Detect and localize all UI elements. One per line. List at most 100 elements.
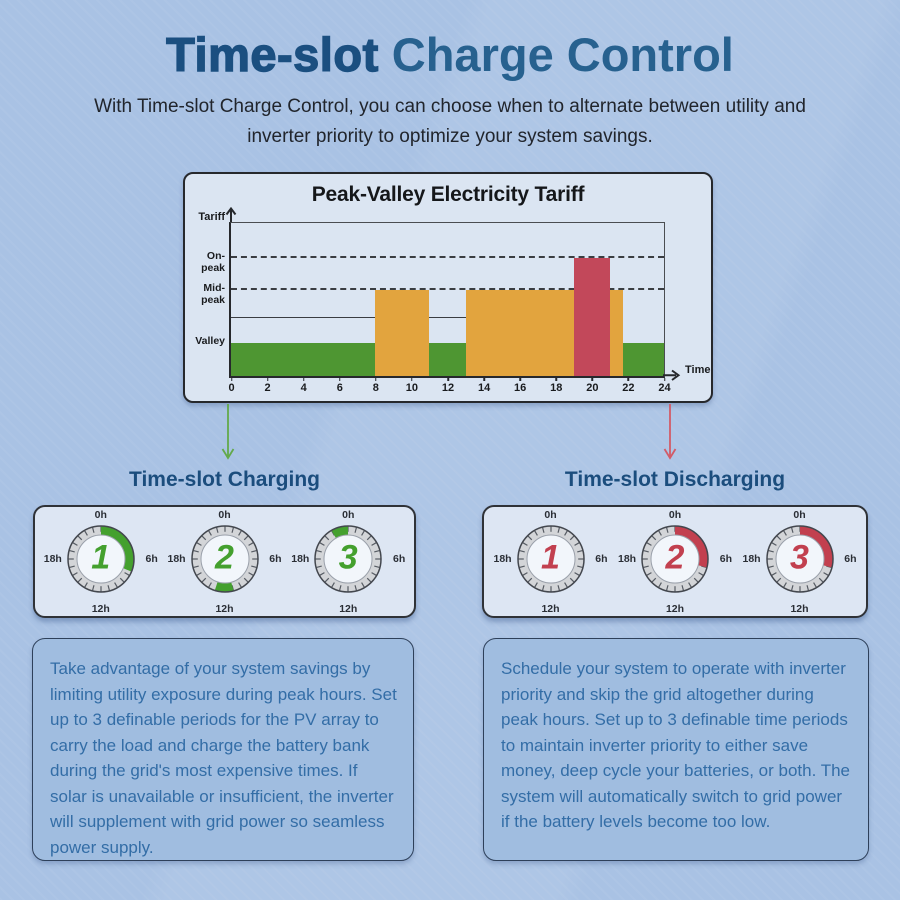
charging-header: Time-slot Charging [129, 468, 320, 491]
tariff-bar-valley [231, 342, 376, 376]
discharging-clock-number-3: 3 [790, 538, 809, 577]
x-tick-mark [411, 377, 413, 381]
clock-label-18h: 18h [742, 552, 761, 565]
clock-period-arc [674, 525, 708, 568]
x-tick-mark [447, 377, 449, 381]
clock-label-0h: 0h [342, 508, 355, 521]
page-title-emphasis: Time-slot [165, 28, 379, 81]
discharging-header: Time-slot Discharging [564, 468, 786, 491]
page-title-rest: Charge Control [378, 28, 734, 81]
clock-period-arc [331, 525, 349, 538]
clock-label-18h: 18h [43, 552, 62, 565]
clock-period-arc [214, 581, 234, 592]
charging-clock-number-1: 1 [91, 538, 111, 577]
clock-label-6h: 6h [392, 552, 406, 565]
y-axis-arrow-icon [225, 207, 236, 222]
discharging-clock-number-1: 1 [541, 538, 560, 577]
clock-label-0h: 0h [94, 508, 107, 521]
tariff-bar-on-peak [573, 258, 610, 376]
clock-label-0h: 0h [668, 508, 682, 521]
x-tick-label: 8 [372, 381, 379, 394]
x-tick-mark [591, 377, 594, 381]
clock-label-6h: 6h [269, 552, 282, 565]
charging-clock-number-2: 2 [215, 538, 234, 577]
discharging-clock-number-2: 2 [665, 538, 685, 577]
x-tick-label: 20 [586, 381, 599, 394]
discharging-clock-1: 1 0h 6h 12h 18h [493, 509, 609, 615]
y-level-label-on-peak: On-peak [201, 250, 225, 275]
clock-dial [765, 524, 834, 593]
x-tick-mark [302, 377, 305, 381]
clock-label-18h: 18h [618, 552, 637, 565]
x-tick-mark [519, 377, 521, 381]
charging-clock-2: 2 0h 6h 12h 18h [167, 508, 283, 615]
clock-label-18h: 18h [167, 552, 186, 565]
x-tick-mark [266, 377, 269, 381]
x-tick-label: 6 [336, 381, 343, 394]
charging-arrow-icon [221, 404, 235, 460]
clock-label-6h: 6h [719, 552, 732, 565]
x-tick-mark [339, 377, 341, 381]
page-subtitle: With Time-slot Charge Control, you can c… [94, 96, 806, 148]
x-tick-label: 14 [477, 381, 491, 394]
clock-label-12h: 12h [339, 602, 358, 615]
x-tick-mark [663, 377, 666, 381]
x-tick-mark [375, 377, 377, 381]
clock-dial [314, 524, 382, 593]
x-tick-label: 10 [405, 381, 419, 394]
charging-description-box: Take advantage of your system savings by… [32, 638, 414, 861]
clock-period-arc [799, 525, 833, 568]
x-tick-mark [627, 377, 630, 381]
x-tick-label: 4 [300, 381, 307, 394]
x-tick-label: 16 [514, 381, 527, 394]
x-tick-label: 22 [622, 381, 635, 394]
clock-label-12h: 12h [665, 602, 685, 615]
gridline-mid-peak [231, 287, 664, 290]
x-tick-label: 0 [228, 381, 235, 394]
gridline-on-peak [231, 256, 664, 259]
clock-label-18h: 18h [493, 552, 512, 565]
x-axis-arrow-icon [663, 369, 681, 381]
reference-line [231, 316, 466, 319]
clock-dial [516, 524, 585, 593]
chart-title: Peak-Valley Electricity Tariff [311, 183, 585, 206]
discharging-clocks-panel: 1 0h 6h 12h 18h 2 0h 6h 12h 18h 3 0h 6h 12h 18h [482, 505, 868, 618]
tariff-bar-mid-peak [609, 289, 623, 376]
x-tick-label: 18 [550, 381, 563, 394]
clock-label-12h: 12h [215, 602, 234, 615]
page-header: Time-slot Charge Control With Time-slot … [0, 28, 900, 152]
clock-label-12h: 12h [790, 602, 809, 615]
y-level-labels: On-peak Mid-peak Valley [185, 222, 225, 375]
tariff-bar-mid-peak [465, 289, 574, 376]
tariff-plot-area [229, 222, 665, 378]
x-tick-mark [555, 377, 557, 381]
clock-dial [67, 524, 135, 593]
discharging-description-text: Schedule your system to operate with inv… [501, 659, 851, 831]
discharging-clock-3: 3 0h 6h 12h 18h [742, 508, 858, 615]
discharging-clock-2: 2 0h 6h 12h 18h [617, 508, 733, 615]
discharging-arrow-icon [663, 404, 677, 460]
y-level-label-mid-peak: Mid-peak [201, 281, 225, 306]
charging-clock-number-3: 3 [338, 538, 358, 577]
chart-x-axis-label: Time [685, 364, 711, 376]
charging-clock-1: 1 0h 6h 12h 18h [43, 508, 159, 615]
chart-y-axis-label: Tariff [198, 211, 225, 223]
charging-clocks-panel: 1 0h 6h 12h 18h 2 0h 6h 12h 18h 3 0h 6h 12h 18h [33, 505, 416, 618]
clock-label-12h: 12h [91, 602, 110, 615]
discharging-description-box: Schedule your system to operate with inv… [483, 638, 869, 861]
tariff-bar-valley [622, 342, 664, 376]
clock-label-18h: 18h [291, 552, 310, 565]
clock-label-6h: 6h [595, 552, 608, 565]
x-tick-label: 24 [658, 381, 671, 394]
clock-label-0h: 0h [793, 508, 806, 521]
charging-clock-3: 3 0h 6h 12h 18h [290, 508, 406, 615]
tariff-bar-mid-peak [375, 289, 430, 376]
y-level-label-valley: Valley [195, 334, 225, 347]
clock-dial [641, 524, 709, 593]
x-tick-mark [230, 377, 233, 381]
x-axis-ticks: 0 2 4 6 8 10 12 14 16 18 20 22 24 [228, 377, 671, 396]
clock-label-0h: 0h [218, 508, 231, 521]
page-title: Time-slot Charge Control [0, 28, 900, 81]
clock-label-6h: 6h [145, 552, 158, 565]
